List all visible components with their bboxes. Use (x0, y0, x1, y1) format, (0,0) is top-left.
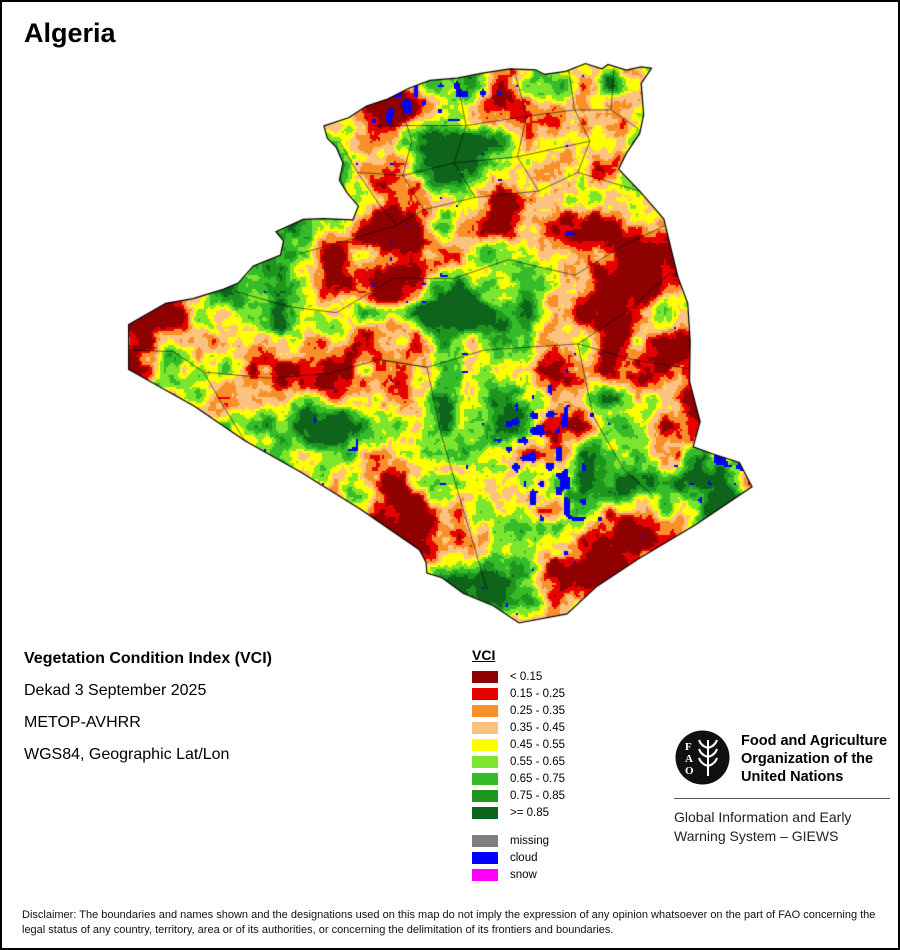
footer-divider (674, 798, 890, 799)
fao-footer-block: F A O Food and Agriculture Organization … (674, 729, 890, 846)
legend-item: 0.45 - 0.55 (472, 739, 565, 751)
legend-swatch (472, 773, 498, 785)
legend-label: 0.25 - 0.35 (510, 705, 565, 717)
legend-label: 0.75 - 0.85 (510, 790, 565, 802)
legend-swatch (472, 835, 498, 847)
legend-title: VCI (472, 647, 496, 663)
legend-label: 0.55 - 0.65 (510, 756, 565, 768)
legend-item: 0.25 - 0.35 (472, 705, 565, 717)
legend-item: 0.75 - 0.85 (472, 790, 565, 802)
map-info-projection: WGS84, Geographic Lat/Lon (24, 746, 230, 763)
legend-swatch (472, 756, 498, 768)
vci-map-canvas (122, 57, 762, 637)
legend-item: cloud (472, 852, 565, 864)
legend-swatch (472, 852, 498, 864)
legend-swatch (472, 807, 498, 819)
legend-label: cloud (510, 852, 538, 864)
fao-org-name-line: United Nations (741, 769, 844, 785)
legend-swatch (472, 671, 498, 683)
fao-letter-f: F (685, 741, 692, 753)
legend-swatch (472, 790, 498, 802)
legend: VCI < 0.15 0.15 - 0.25 0.25 - 0.35 0.35 … (472, 647, 565, 886)
fao-logo-icon: F A O (675, 730, 730, 785)
legend-swatch (472, 722, 498, 734)
fao-org-name-line: Organization of the (741, 751, 874, 767)
fao-org-name-line: Food and Agriculture (741, 733, 888, 749)
map-info-dekad: Dekad 3 September 2025 (24, 682, 207, 699)
legend-label: >= 0.85 (510, 807, 550, 819)
legend-item: 0.15 - 0.25 (472, 688, 565, 700)
legend-swatch (472, 739, 498, 751)
giews-label: Global Information and Early Warning Sys… (674, 808, 890, 846)
legend-label: 0.65 - 0.75 (510, 773, 565, 785)
legend-label: missing (510, 835, 549, 847)
legend-item: 0.35 - 0.45 (472, 722, 565, 734)
fao-logo-circle (675, 730, 730, 785)
legend-label: 0.35 - 0.45 (510, 722, 565, 734)
legend-item: missing (472, 835, 565, 847)
legend-swatch (472, 705, 498, 717)
legend-label: 0.45 - 0.55 (510, 739, 565, 751)
map-info-title: Vegetation Condition Index (VCI) (24, 650, 272, 667)
fao-org-name: Food and Agriculture Organization of the… (741, 729, 887, 786)
legend-label: snow (510, 869, 537, 881)
legend-label: < 0.15 (510, 671, 543, 683)
legend-item: >= 0.85 (472, 807, 565, 819)
map-info-block: Vegetation Condition Index (VCI) Dekad 3… (24, 649, 272, 777)
legend-extras: missing cloud snow (472, 835, 565, 881)
legend-item: 0.65 - 0.75 (472, 773, 565, 785)
fao-letter-o: O (685, 765, 694, 777)
legend-item: < 0.15 (472, 671, 565, 683)
fao-letter-a: A (685, 753, 693, 765)
legend-label: 0.15 - 0.25 (510, 688, 565, 700)
legend-swatch (472, 688, 498, 700)
map-info-sensor: METOP-AVHRR (24, 714, 141, 731)
legend-item: 0.55 - 0.65 (472, 756, 565, 768)
wheat-ear-icon (698, 739, 718, 776)
legend-swatch (472, 869, 498, 881)
legend-item: snow (472, 869, 565, 881)
disclaimer-text: Disclaimer: The boundaries and names sho… (22, 909, 876, 936)
page-title: Algeria (24, 18, 116, 48)
giews-line: Warning System – GIEWS (674, 828, 839, 844)
giews-line: Global Information and Early (674, 809, 852, 825)
